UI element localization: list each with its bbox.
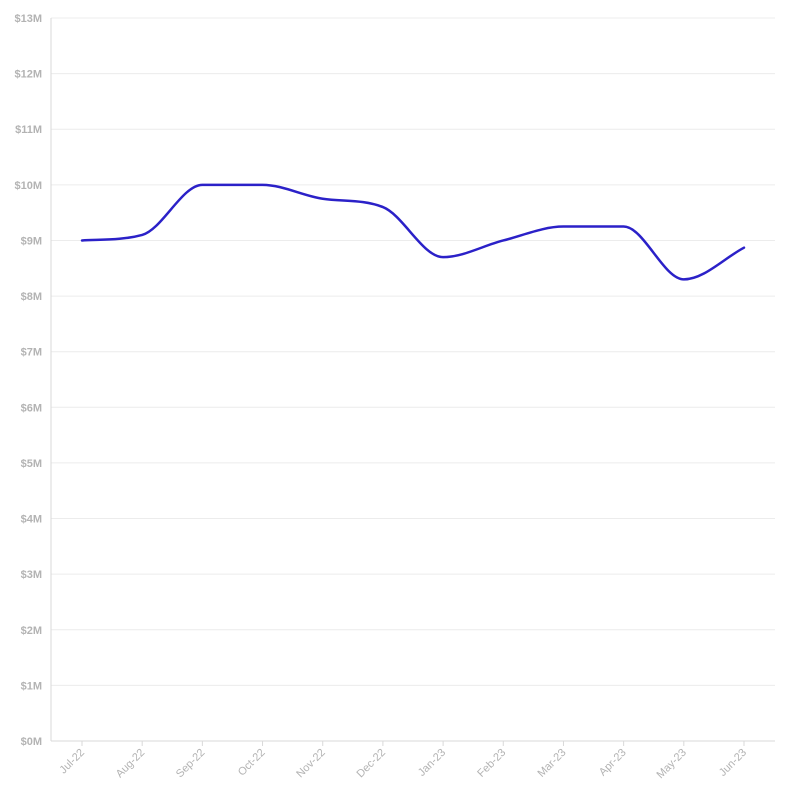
- data-point[interactable]: [257, 179, 269, 191]
- series-layer: [76, 179, 750, 285]
- x-tick-label: Oct-22: [236, 747, 268, 779]
- data-point[interactable]: [317, 193, 329, 205]
- y-tick-label: $13M: [14, 13, 42, 25]
- data-point[interactable]: [196, 179, 208, 191]
- x-tick-label: Feb-23: [475, 747, 508, 780]
- x-tick-label: Jan-23: [416, 747, 448, 779]
- x-tick-label: Sep-22: [174, 747, 208, 781]
- y-tick-label: $6M: [21, 402, 42, 414]
- y-tick-label: $11M: [15, 124, 42, 136]
- series-line: [80, 183, 746, 281]
- data-point[interactable]: [136, 229, 148, 241]
- data-point[interactable]: [437, 251, 449, 263]
- data-point[interactable]: [377, 201, 389, 213]
- y-tick-label: $9M: [21, 235, 42, 247]
- data-point[interactable]: [76, 234, 88, 246]
- y-tick-label: $7M: [21, 347, 42, 359]
- x-tick-label: Jun-23: [717, 747, 749, 779]
- data-point[interactable]: [557, 221, 569, 233]
- data-point[interactable]: [497, 234, 509, 246]
- y-tick-label: $8M: [21, 291, 42, 303]
- y-tick-label: $2M: [21, 625, 42, 637]
- grid-layer: [51, 17, 775, 686]
- y-axis-ticks: $0M $1M $2M $3M $4M $5M $6M $7M $8M $9M $10M $11M $1…: [14, 13, 42, 748]
- y-tick-label: $4M: [21, 514, 42, 526]
- axis-layer: [50, 18, 775, 742]
- y-tick-label: $12M: [14, 69, 42, 81]
- x-tick-label: Mar-23: [535, 747, 568, 780]
- x-tick-label: Nov-22: [294, 747, 328, 781]
- y-tick-label: $1M: [21, 680, 42, 692]
- x-tick-label: Aug-22: [114, 747, 148, 781]
- y-tick-label: $5M: [21, 458, 42, 470]
- x-tick-label: May-23: [655, 747, 689, 781]
- y-tick-label: $10M: [14, 180, 42, 192]
- x-axis-ticks: Jul-22 Aug-22 Sep-22 Oct-22 Nov-22 Dec-22 Jan-…: [57, 741, 749, 781]
- x-tick-label: Dec-22: [354, 747, 388, 781]
- y-tick-label: $3M: [21, 569, 42, 581]
- data-point[interactable]: [678, 273, 690, 285]
- x-tick-label: Jul-22: [57, 747, 87, 777]
- data-point[interactable]: [618, 221, 630, 233]
- data-point[interactable]: [738, 242, 750, 254]
- y-tick-label: $0M: [21, 736, 42, 748]
- x-tick-label: Apr-23: [597, 747, 629, 779]
